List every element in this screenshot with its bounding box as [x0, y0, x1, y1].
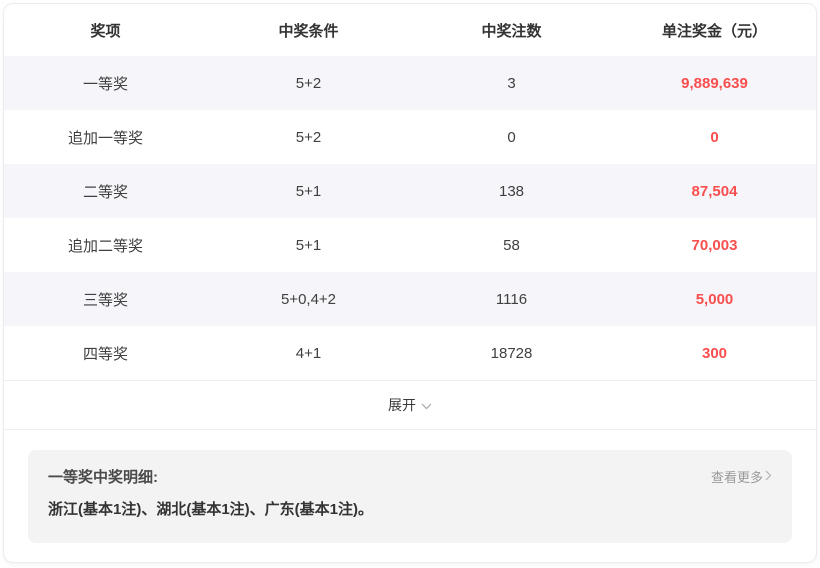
column-header-count: 中奖注数	[481, 22, 542, 40]
amount-cell: 0	[710, 128, 719, 146]
table-row: 二等奖 5+1 138 87,504	[4, 164, 816, 218]
condition-cell: 5+2	[295, 128, 322, 146]
condition-cell: 5+1	[295, 182, 322, 200]
expand-label: 展开	[388, 397, 416, 413]
view-more-link[interactable]: 查看更多	[711, 467, 772, 486]
amount-cell: 300	[701, 344, 728, 362]
prize-table-body: 一等奖 5+2 3 9,889,639 追加一等奖 5+2 0 0 二等奖 5+…	[4, 56, 816, 380]
amount-cell: 9,889,639	[681, 74, 748, 92]
table-row: 四等奖 4+1 18728 300	[4, 326, 816, 380]
first-prize-detail-section: 一等奖中奖明细: 查看更多 浙江(基本1注)、湖北(基本1注)、广东(基本1注)…	[4, 430, 816, 562]
first-prize-detail-panel: 一等奖中奖明细: 查看更多 浙江(基本1注)、湖北(基本1注)、广东(基本1注)…	[28, 450, 792, 543]
detail-panel-title: 一等奖中奖明细:	[48, 469, 158, 486]
count-cell: 1116	[495, 290, 528, 308]
prize-cell: 一等奖	[82, 75, 128, 93]
amount-cell: 5,000	[695, 290, 734, 308]
prize-cell: 四等奖	[82, 345, 128, 363]
column-header-prize: 奖项	[90, 22, 121, 40]
table-row: 追加一等奖 5+2 0 0	[4, 110, 816, 164]
expand-toggle[interactable]: 展开	[4, 380, 816, 430]
prize-cell: 三等奖	[82, 291, 128, 309]
amount-cell: 70,003	[691, 236, 738, 254]
table-row: 一等奖 5+2 3 9,889,639	[4, 56, 816, 110]
table-row: 追加二等奖 5+1 58 70,003	[4, 218, 816, 272]
count-cell: 0	[507, 128, 516, 146]
count-cell: 18728	[490, 344, 533, 362]
condition-cell: 5+2	[295, 74, 322, 92]
detail-panel-content: 浙江(基本1注)、湖北(基本1注)、广东(基本1注)。	[48, 501, 373, 518]
column-header-amount: 单注奖金（元）	[661, 22, 767, 40]
column-header-condition: 中奖条件	[278, 22, 339, 40]
prize-table-header: 奖项 中奖条件 中奖注数 单注奖金（元）	[4, 4, 816, 56]
prize-results-card: 奖项 中奖条件 中奖注数 单注奖金（元） 一等奖 5+2 3 9,889,639…	[3, 3, 817, 563]
condition-cell: 5+0,4+2	[280, 290, 337, 308]
table-row: 三等奖 5+0,4+2 1116 5,000	[4, 272, 816, 326]
amount-cell: 87,504	[691, 182, 738, 200]
count-cell: 3	[507, 74, 516, 92]
condition-cell: 4+1	[295, 344, 322, 362]
count-cell: 138	[498, 182, 525, 200]
condition-cell: 5+1	[295, 236, 322, 254]
view-more-label: 查看更多	[710, 470, 763, 485]
prize-cell: 二等奖	[82, 183, 128, 201]
prize-cell: 追加一等奖	[67, 129, 143, 147]
chevron-right-icon	[765, 469, 772, 484]
count-cell: 58	[503, 236, 520, 254]
chevron-down-icon	[421, 403, 432, 410]
prize-cell: 追加二等奖	[67, 237, 143, 255]
